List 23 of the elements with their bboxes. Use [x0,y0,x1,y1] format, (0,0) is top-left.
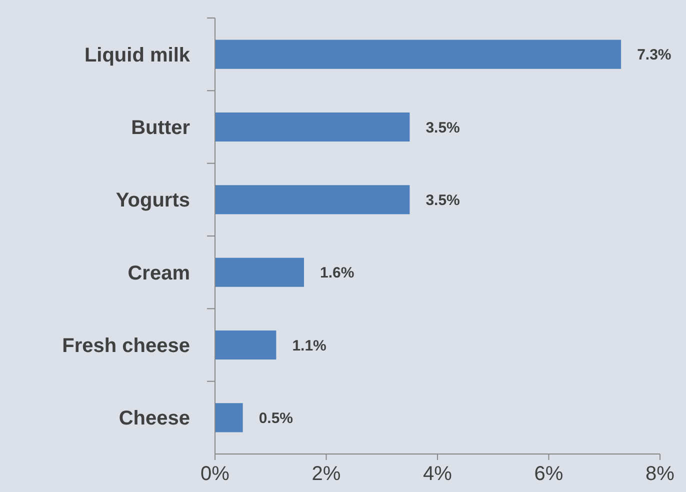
bar [215,330,276,360]
y-tick-label: Liquid milk [84,44,191,66]
data-label: 1.6% [320,264,354,282]
x-tick-label: 0% [200,463,230,485]
x-tick-label: 6% [534,463,564,485]
y-tick-label: Cream [128,262,190,284]
data-label: 7.3% [637,46,672,64]
data-label: 3.5% [426,192,460,209]
y-tick-label: Fresh cheese [62,335,190,357]
y-tick-label: Cheese [118,408,190,430]
bar [215,112,410,142]
x-tick-label: 8% [646,463,675,485]
x-tick-label: 4% [423,463,452,485]
data-label: 3.5% [426,119,460,136]
data-label: 0.5% [258,410,294,427]
x-tick-label: 2% [312,463,341,485]
bar [215,258,304,287]
y-tick-label: Butter [131,117,190,139]
y-tick-label: Yogurts [116,190,190,212]
bar [215,403,243,432]
bar [215,40,622,69]
data-label: 1.1% [292,337,326,354]
bar [215,185,410,214]
